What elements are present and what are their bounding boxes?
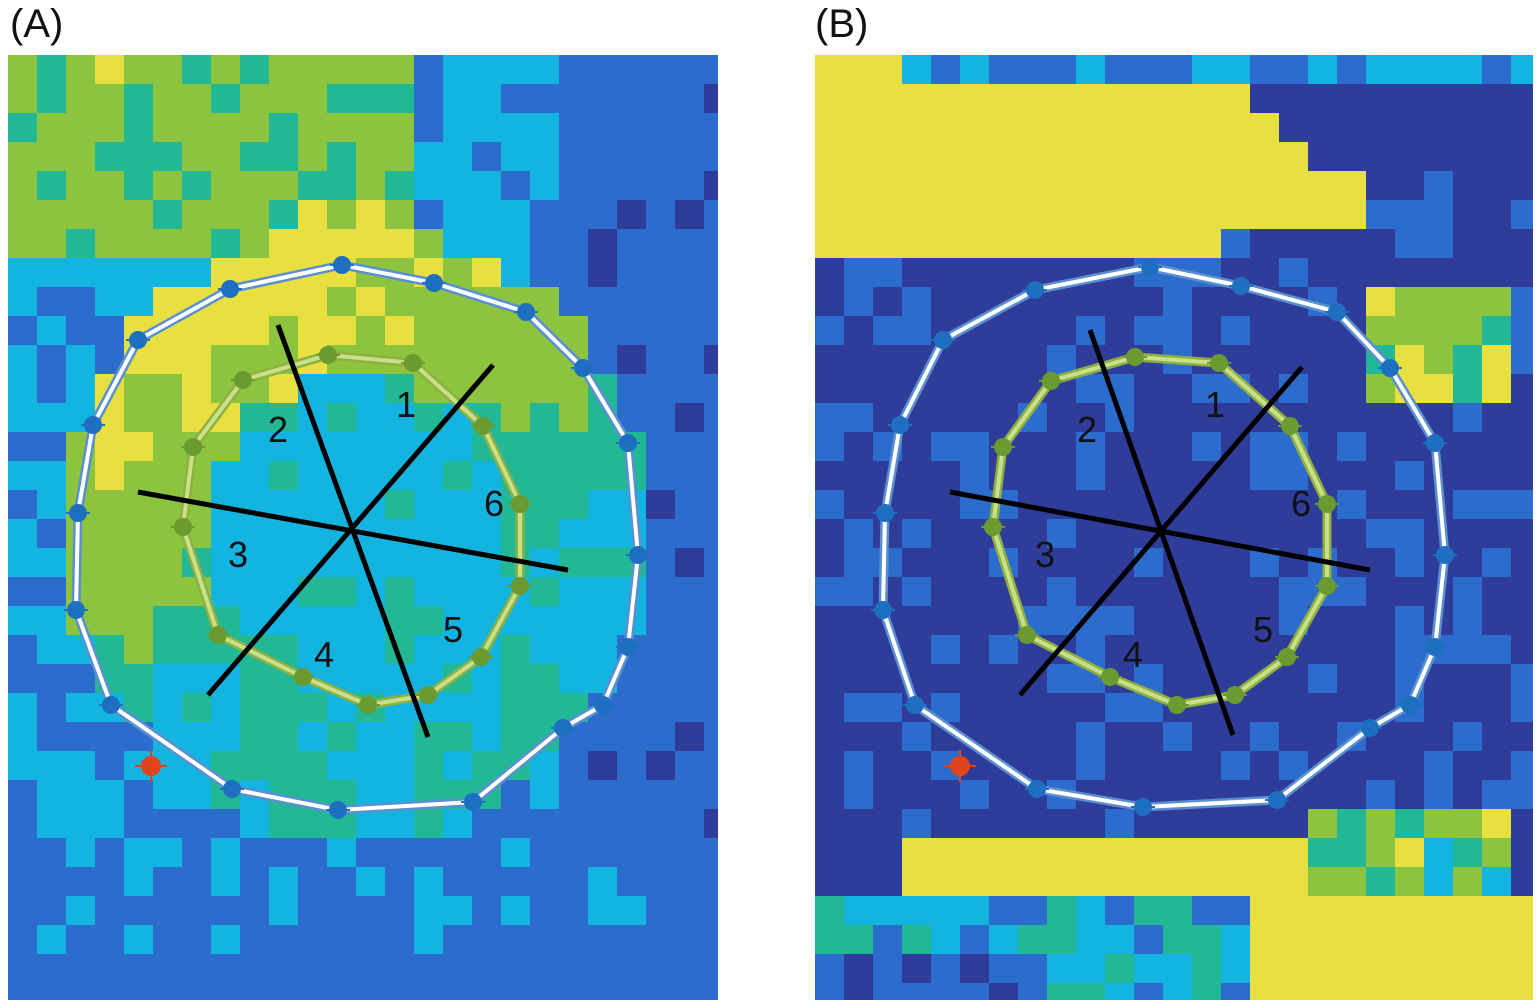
segment-divider-line: [949, 489, 1371, 573]
endocardial-contour: [181, 353, 522, 707]
panel-b-label: (B): [815, 2, 869, 46]
segment-label-4: 4: [314, 634, 334, 675]
segment-label-3: 3: [1035, 534, 1055, 575]
segment-label-2: 2: [1077, 409, 1097, 450]
segment-label-2: 2: [268, 409, 288, 450]
endocardial-contour: [991, 355, 1329, 707]
panel-a-overlay: 1 2 3 4 5 6: [64, 256, 650, 819]
segment-label-4: 4: [1123, 634, 1143, 675]
panel-b-image: 1 2 3 4 5 6: [815, 55, 1533, 1000]
reference-point: [950, 756, 970, 776]
panel-a-heatmap: [8, 55, 718, 1000]
panel-a-svg: 1 2 3 4 5 6: [8, 55, 718, 1000]
panel-a-image: 1 2 3 4 5 6: [8, 55, 718, 1000]
segment-label-1: 1: [396, 384, 416, 425]
segment-label-6: 6: [1291, 483, 1311, 524]
reference-point: [141, 756, 161, 776]
segment-label-3: 3: [228, 534, 248, 575]
panel-a-label: (A): [10, 2, 64, 46]
segment-label-5: 5: [1253, 609, 1273, 650]
segment-label-5: 5: [443, 609, 463, 650]
segment-label-1: 1: [1205, 384, 1225, 425]
panel-b-overlay: 1 2 3 4 5 6: [871, 258, 1457, 816]
segment-divider-line: [137, 489, 569, 573]
panel-b-heatmap: [815, 55, 1533, 1000]
segment-label-6: 6: [484, 483, 504, 524]
panel-b-svg: 1 2 3 4 5 6: [815, 55, 1533, 1000]
